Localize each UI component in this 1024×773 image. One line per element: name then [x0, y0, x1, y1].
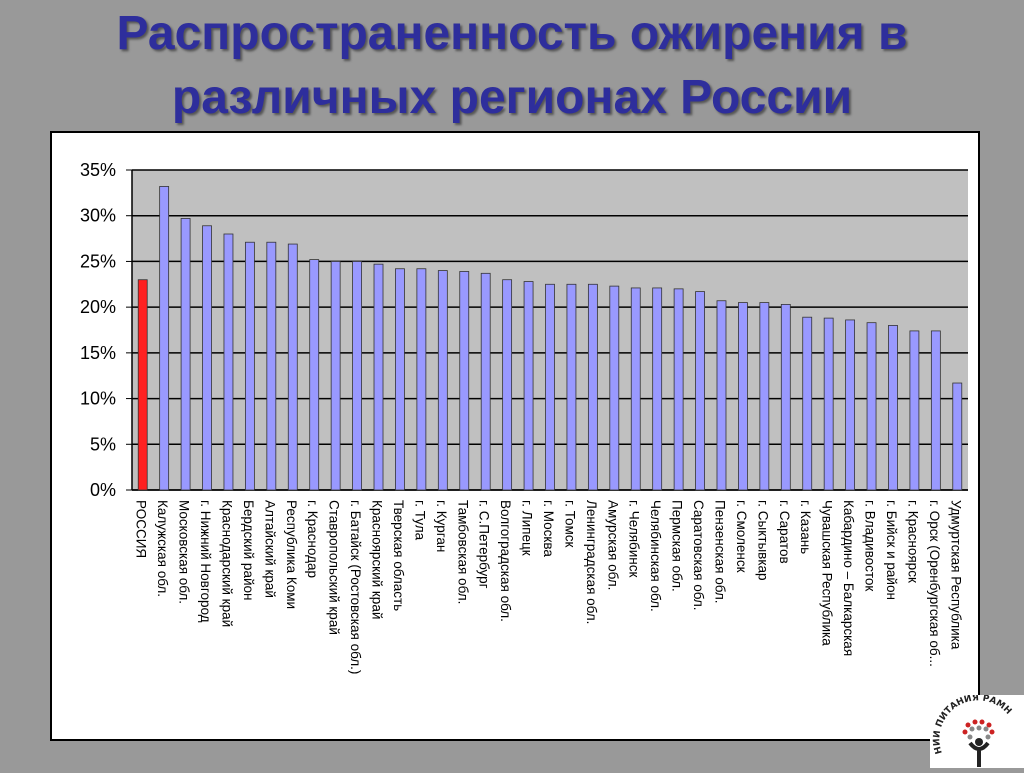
- x-tick-label: Красноярский край: [370, 500, 385, 619]
- x-tick-label: г. Краснодар: [305, 500, 320, 578]
- x-tick-label: г. Тула: [412, 500, 427, 541]
- bar: [330, 261, 341, 491]
- bar: [159, 186, 170, 491]
- x-tick-label: г. Курган: [434, 500, 449, 552]
- page-title: Распространенность ожирения в различных …: [0, 2, 1024, 130]
- y-tick-label: 30%: [80, 206, 116, 226]
- bar: [802, 316, 813, 491]
- x-tick-label: Московская обл.: [177, 500, 192, 604]
- bar: [952, 382, 963, 491]
- x-tick-label: Пермская обл.: [670, 500, 685, 592]
- x-tick-label: Калужская обл.: [155, 500, 170, 597]
- bar: [866, 322, 877, 491]
- bar-chart: 0% 5% 10% 15% 20% 25% 30% 35% РОССИЯ Калужская об…: [80, 160, 968, 674]
- bar: [716, 300, 727, 491]
- x-tick-label: г. Москва: [541, 500, 556, 557]
- y-tick-label: 25%: [80, 251, 116, 271]
- x-tick-label: Тверская область: [391, 500, 406, 611]
- x-tick-label: г. Челябинск: [627, 500, 642, 578]
- y-tick-label: 10%: [80, 389, 116, 409]
- bar: [223, 233, 234, 491]
- bar: [888, 325, 898, 491]
- y-tick-label: 15%: [80, 343, 116, 363]
- bar: [459, 271, 470, 491]
- x-tick-label: г. Владивосток: [863, 500, 878, 591]
- bar: [502, 279, 513, 491]
- x-tick-label: Алтайский край: [262, 500, 277, 598]
- bar: [523, 281, 534, 491]
- bar: [738, 302, 748, 491]
- x-tick-label: г. Бийск и район: [884, 500, 899, 600]
- bar: [309, 259, 320, 491]
- x-tick-label: Бердский район: [241, 500, 256, 600]
- x-tick-label: г. Орск (Оренбургская об...: [927, 500, 942, 667]
- x-tick-label: г. Батайск (Ростовская обл.): [348, 500, 363, 674]
- y-tick-label: 20%: [80, 297, 116, 317]
- y-tick-label: 35%: [80, 160, 116, 180]
- bar: [545, 283, 555, 491]
- x-tick-label: Чувашская Республика: [820, 500, 835, 646]
- x-tick-label: г. Томск: [562, 500, 577, 548]
- x-tick-label: Волгоградская обл.: [498, 500, 513, 622]
- bar: [630, 287, 641, 491]
- x-tick-label: Пензенская обл.: [712, 500, 727, 603]
- x-tick-label: г. Казань: [798, 500, 813, 554]
- bar: [695, 291, 705, 491]
- bar: [416, 268, 427, 491]
- institute-logo: НИИ ПИТАНИЯ РАМН: [930, 693, 1024, 768]
- bar: [759, 302, 770, 491]
- bar: [930, 330, 941, 491]
- bar: [609, 285, 620, 491]
- bar: [266, 241, 277, 491]
- x-tick-label: Тамбовская обл.: [455, 500, 470, 604]
- x-tick-label: г. Нижний Новгород: [198, 500, 213, 623]
- y-tick-label: 0%: [90, 480, 116, 500]
- title-line-2: различных регионах России: [171, 71, 853, 124]
- bar: [823, 317, 834, 491]
- x-tick-label: РОССИЯ: [134, 500, 149, 558]
- bar: [909, 330, 920, 491]
- title-line-1: Распространенность ожирения в: [116, 7, 908, 60]
- x-tick-label: Республика Коми: [284, 500, 299, 609]
- bar: [673, 288, 684, 491]
- bar: [566, 283, 577, 491]
- x-tick-label: Амурская обл.: [605, 500, 620, 590]
- bar: [780, 303, 791, 491]
- bar: [137, 279, 148, 491]
- bar: [587, 283, 598, 491]
- x-tick-label: г. Саратов: [777, 500, 792, 564]
- x-tick-label: Удмуртская Республика: [948, 500, 963, 650]
- y-tick-label: 5%: [90, 434, 116, 454]
- x-tick-label: г. Сыктывкар: [755, 500, 770, 581]
- bar: [373, 263, 384, 491]
- bar: [845, 319, 856, 491]
- x-tick-label: г. Смоленск: [734, 500, 749, 573]
- bar: [652, 287, 663, 491]
- bar: [480, 272, 491, 491]
- x-tick-label: Краснодарский край: [219, 500, 234, 627]
- bar: [180, 218, 191, 491]
- x-tick-label: г. Липецк: [520, 500, 535, 556]
- bar: [352, 261, 362, 491]
- bar: [395, 268, 405, 491]
- bar: [202, 225, 212, 491]
- x-tick-label: Саратовская обл.: [691, 500, 706, 610]
- x-tick-label: Кабардино – Балкарская: [841, 500, 856, 656]
- bar: [437, 270, 448, 491]
- x-tick-label: Челябинская обл.: [648, 500, 663, 612]
- x-tick-label: Ставропольский край: [327, 500, 342, 635]
- x-tick-label: Ленинградская обл.: [584, 500, 599, 624]
- bar: [244, 241, 255, 491]
- logo-emblem-icon: НИИ ПИТАНИЯ РАМН: [932, 693, 1013, 767]
- x-tick-label: г. С.Петербург: [477, 500, 492, 589]
- x-tick-label: г. Красноярск: [905, 500, 920, 583]
- chart-frame: 0% 5% 10% 15% 20% 25% 30% 35% РОССИЯ Калужская об…: [50, 131, 980, 741]
- bar: [287, 243, 298, 491]
